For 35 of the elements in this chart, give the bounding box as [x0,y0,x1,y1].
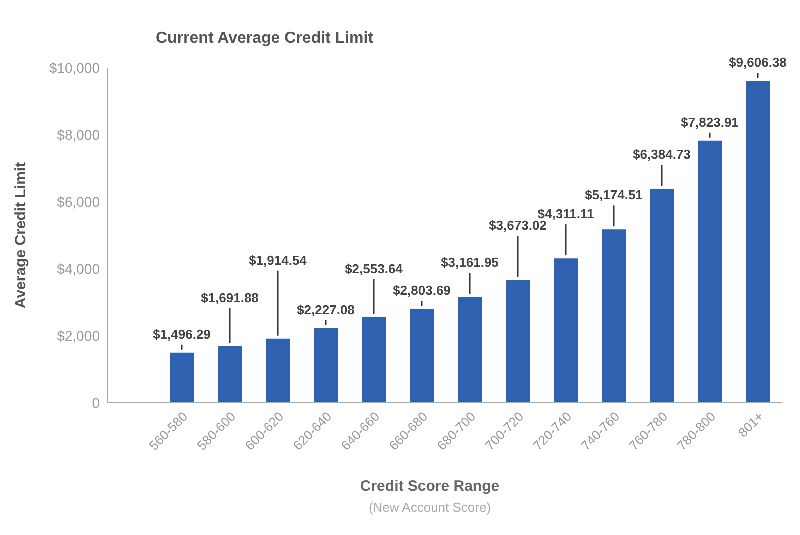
bar [506,280,530,403]
data-label: $1,691.88 [201,290,259,306]
bar [410,309,434,403]
bar [458,297,482,403]
bar [218,346,242,403]
y-tick-label: $10,000 [49,60,100,76]
text: (New Account Score) [368,500,492,515]
data-label: $3,161.95 [441,255,499,270]
bar [650,189,674,403]
data-label: $4,311.11 [538,206,594,222]
bar [314,328,338,403]
data-label: $2,227.08 [297,302,355,318]
data-label: $9,606.38 [729,55,787,70]
data-label: $1,496.29 [153,326,211,342]
chart-title: Current Average Credit Limit [156,30,374,48]
data-label: $6,384.73 [633,147,691,162]
x-axis-title: Credit Score Range [359,478,501,495]
y-tick-label: $4,000 [57,260,100,277]
data-label: $2,803.69 [393,283,451,298]
y-tick-label: $6,000 [57,194,100,210]
bar [362,317,386,403]
data-label: $2,553.64 [345,261,404,276]
data-label: $5,174.51 [585,188,643,203]
bar [170,352,194,403]
bar [554,258,578,403]
data-label: $7,823.91 [681,114,739,130]
bar [602,230,626,403]
bar [266,338,290,403]
y-tick-label: $8,000 [57,126,100,143]
bar [746,81,770,403]
y-axis-title: Average Credit Limit [12,162,30,309]
data-label: $1,914.54 [249,252,308,268]
bar [698,140,722,403]
y-tick-label: $2,000 [57,328,100,344]
y-tick-label: 0 [92,394,100,411]
